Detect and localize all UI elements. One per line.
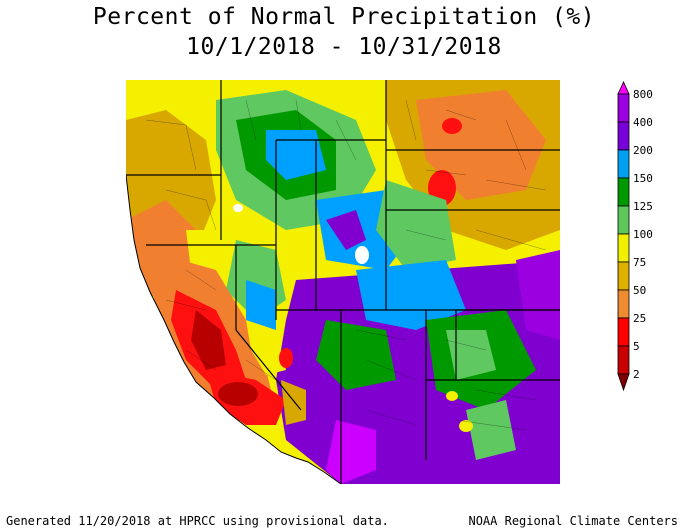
legend-swatch [617, 261, 630, 291]
legend-swatch [617, 345, 630, 375]
legend-label: 75 [633, 256, 646, 269]
legend-label: 5 [633, 340, 640, 353]
legend-swatch [617, 93, 630, 123]
footer-source: NOAA Regional Climate Centers [468, 514, 678, 528]
legend-label: 200 [633, 144, 653, 157]
state-boundaries [126, 80, 560, 484]
map-title: Percent of Normal Precipitation (%) [92, 4, 596, 30]
legend-label: 100 [633, 228, 653, 241]
legend-swatch [617, 121, 630, 151]
legend-label: 800 [633, 88, 653, 101]
legend-arrow-top [617, 81, 630, 95]
legend-swatch [617, 177, 630, 207]
legend-swatch [617, 205, 630, 235]
legend: 800 400 200 150 125 100 75 50 25 5 2 [617, 81, 653, 392]
map-date-range: 10/1/2018 - 10/31/2018 [186, 34, 502, 60]
legend-label: 25 [633, 312, 646, 325]
legend-arrow-bottom [617, 373, 630, 392]
legend-swatch [617, 289, 630, 319]
legend-swatch [617, 149, 630, 179]
legend-label: 2 [633, 368, 640, 381]
precipitation-map [126, 80, 560, 484]
legend-label: 150 [633, 172, 653, 185]
footer-generated-note: Generated 11/20/2018 at HPRCC using prov… [6, 514, 389, 528]
legend-label: 50 [633, 284, 646, 297]
legend-label: 125 [633, 200, 653, 213]
legend-swatch [617, 233, 630, 263]
legend-label: 400 [633, 116, 653, 129]
legend-swatch [617, 317, 630, 347]
